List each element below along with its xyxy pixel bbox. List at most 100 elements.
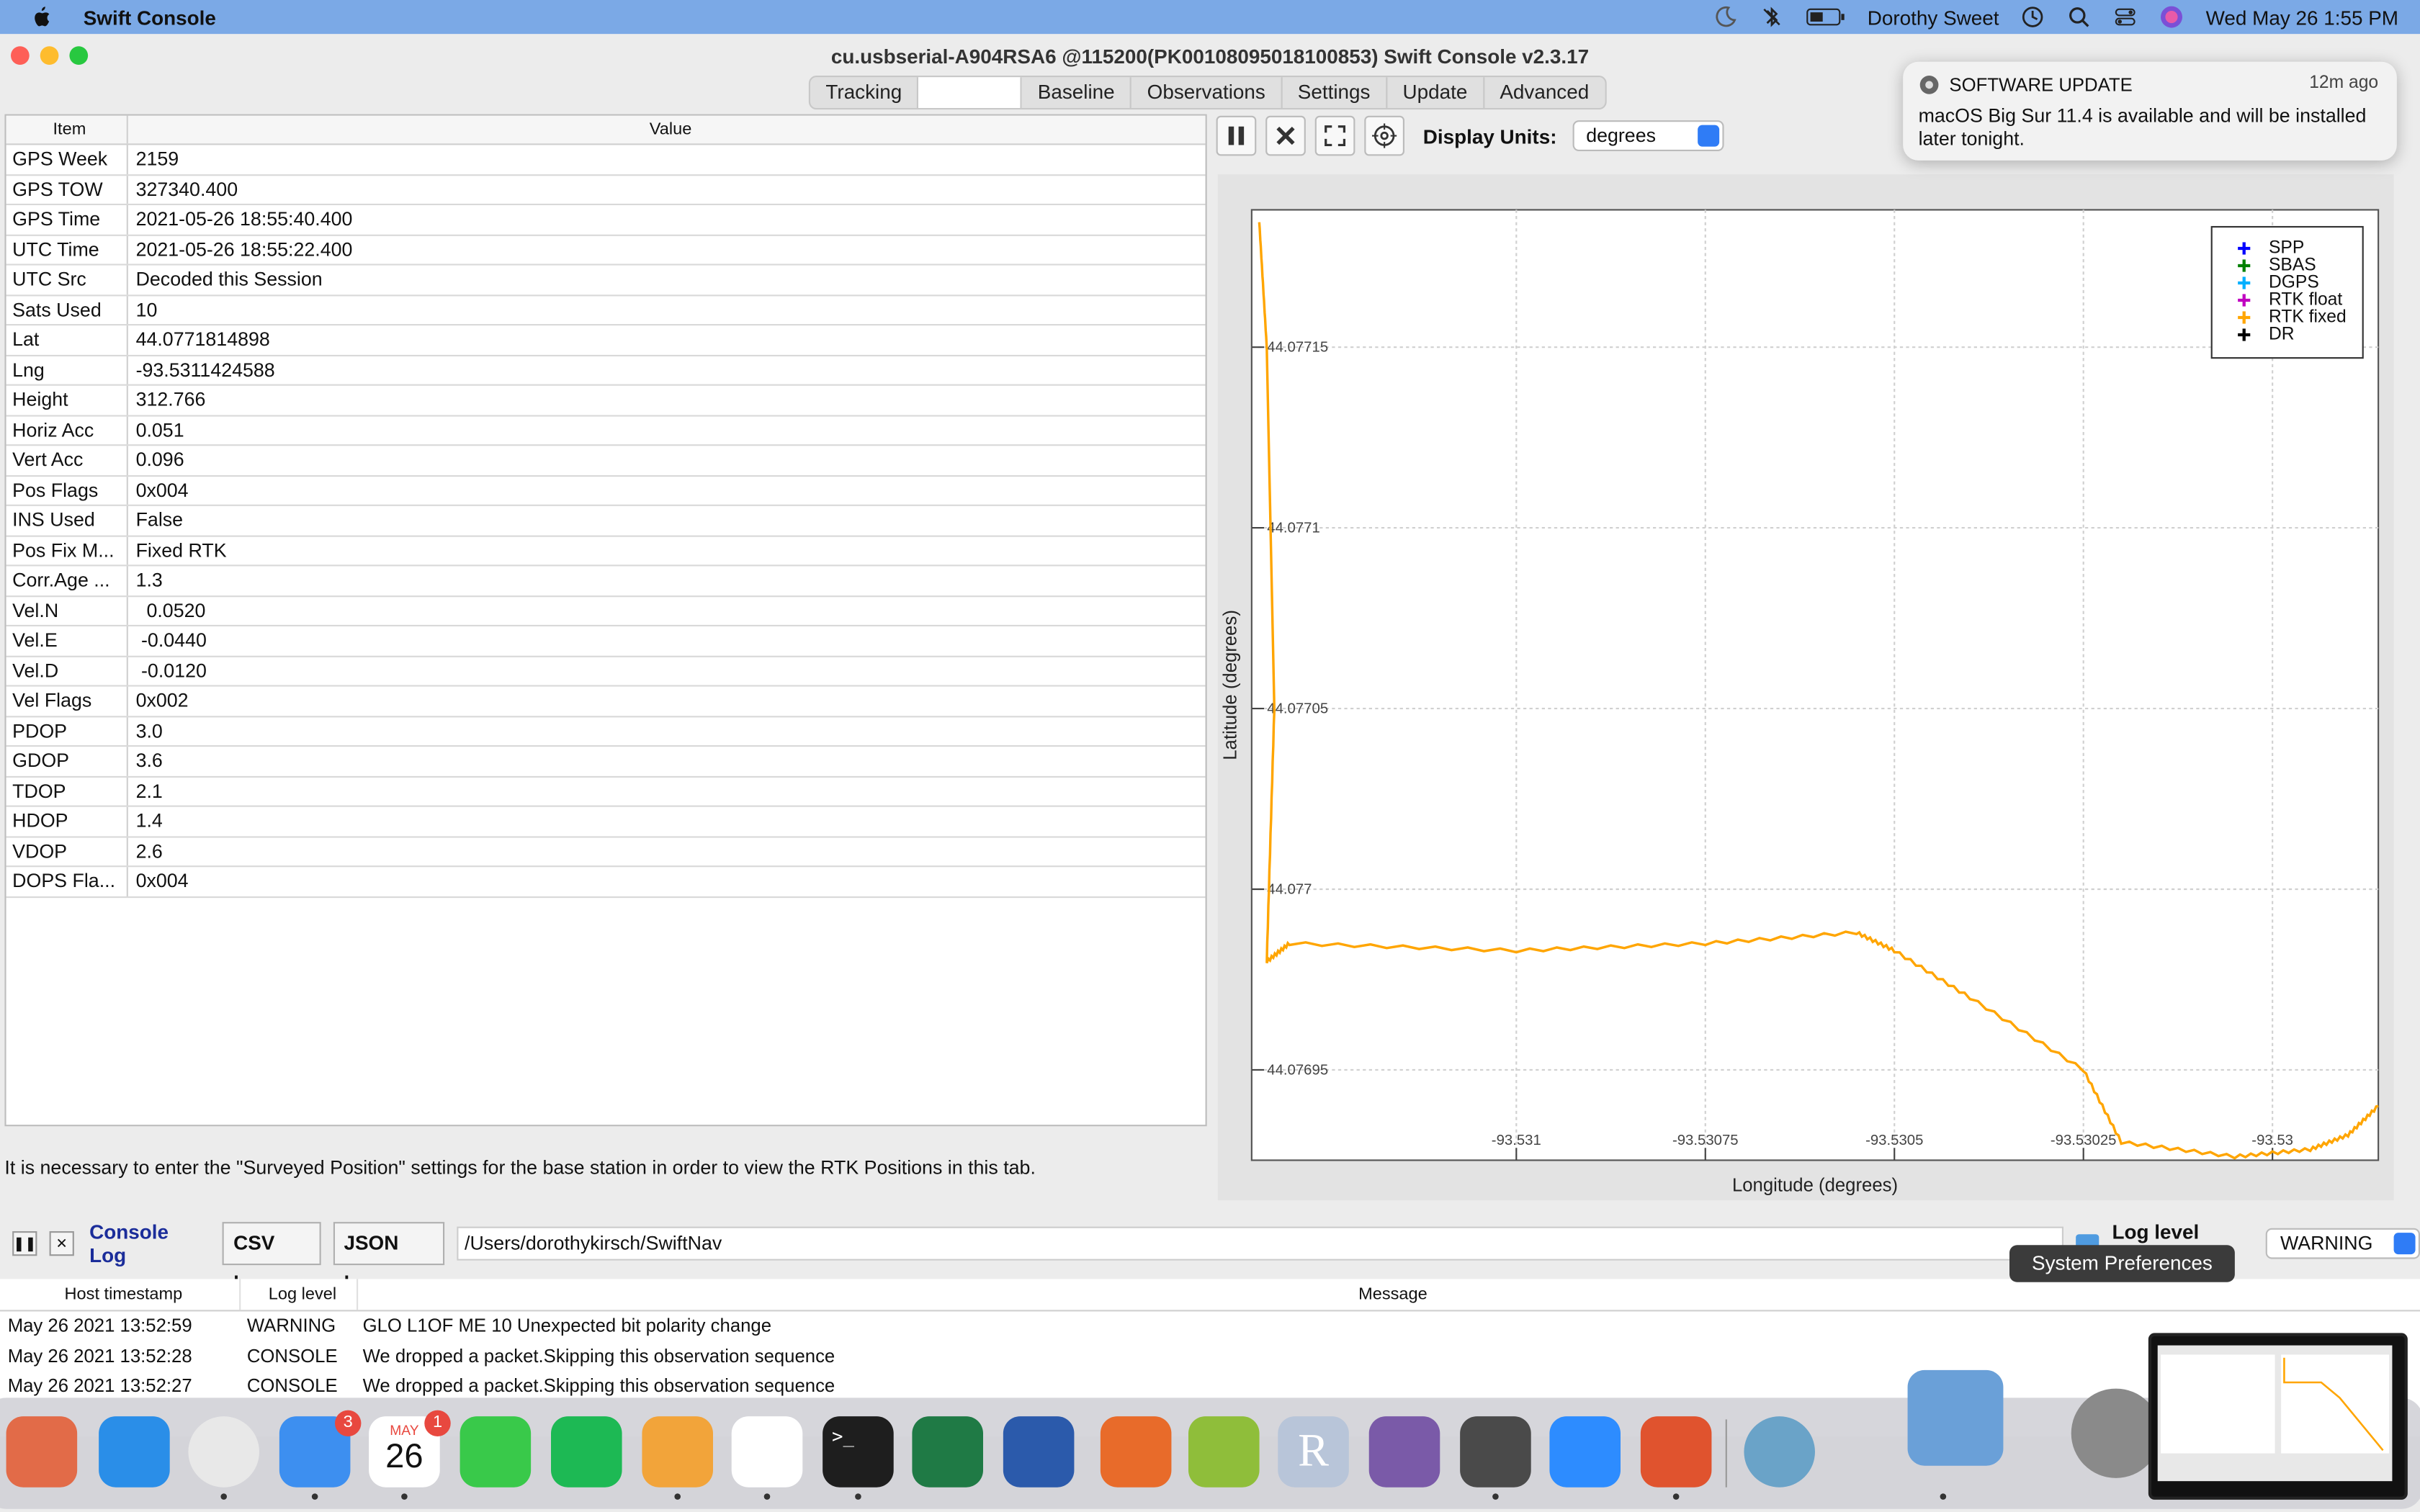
table-row[interactable]: Vert Acc 0.096 xyxy=(6,446,1206,477)
x-tick-label: -93.53025 xyxy=(2051,1133,2117,1148)
sublime-dock-icon[interactable] xyxy=(1460,1416,1531,1488)
tab-solution-selected[interactable] xyxy=(918,77,1023,108)
solution-table[interactable]: Item Value GPS Week 2159 GPS TOW 327340.400… xyxy=(4,114,1207,1127)
table-row[interactable]: Sats Used 10 xyxy=(6,295,1206,326)
log-path-input[interactable]: /Users/dorothykirsch/SwiftNav xyxy=(457,1226,2063,1261)
row-value: False xyxy=(135,509,184,531)
table-row[interactable]: INS Used False xyxy=(6,505,1206,536)
table-row[interactable]: VDOP 2.6 xyxy=(6,837,1206,868)
header-log-level[interactable]: Log level xyxy=(241,1279,359,1310)
table-row[interactable]: Vel.E -0.0440 xyxy=(6,626,1206,657)
spotify-dock-icon[interactable] xyxy=(551,1416,622,1488)
zoom-window-button[interactable] xyxy=(69,46,89,65)
r-dock-icon[interactable]: R xyxy=(1278,1416,1349,1488)
table-row[interactable]: TDOP 2.1 xyxy=(6,776,1206,807)
log-row[interactable]: May 26 2021 13:52:59 WARNING GLO L1OF ME 1… xyxy=(0,1311,2420,1341)
table-row[interactable]: PDOP 3.0 xyxy=(6,716,1206,747)
tab-baseline[interactable]: Baseline xyxy=(1022,77,1132,108)
table-row[interactable]: Corr.Age ... 1.3 xyxy=(6,566,1206,597)
log-clear-button[interactable]: ✕ xyxy=(49,1231,74,1256)
vpn-dock-icon[interactable] xyxy=(1744,1416,1815,1488)
tab-settings[interactable]: Settings xyxy=(1282,77,1388,108)
bluetooth-off-icon[interactable] xyxy=(1760,4,1784,29)
do-not-disturb-icon[interactable] xyxy=(1713,4,1738,29)
log-level-select[interactable]: WARNING xyxy=(2266,1228,2420,1259)
app-menu-name[interactable]: Swift Console xyxy=(83,5,216,29)
log-pause-button[interactable]: ❚❚ xyxy=(12,1231,37,1256)
window-thumbnail[interactable] xyxy=(2148,1333,2408,1500)
excel-dock-icon[interactable] xyxy=(912,1416,983,1488)
spotlight-search-icon[interactable] xyxy=(2067,4,2092,29)
table-row[interactable]: HDOP 1.4 xyxy=(6,806,1206,837)
preview-dock-icon[interactable] xyxy=(1907,1369,2004,1466)
table-row[interactable]: Horiz Acc 0.051 xyxy=(6,415,1206,446)
row-item: GPS TOW xyxy=(6,175,128,204)
table-row[interactable]: Height 312.766 xyxy=(6,385,1206,416)
table-row[interactable]: GDOP 3.6 xyxy=(6,747,1206,777)
github-dock-icon[interactable] xyxy=(1368,1416,1440,1488)
zoom-to-fit-button[interactable] xyxy=(1314,115,1355,156)
table-row[interactable]: UTC Time 2021-05-26 18:55:22.400 xyxy=(6,235,1206,266)
swift-console-dock-icon[interactable] xyxy=(642,1416,713,1488)
slack-dock-icon[interactable] xyxy=(731,1416,803,1488)
pause-button[interactable] xyxy=(1216,115,1257,156)
row-value: -0.0440 xyxy=(135,629,207,652)
minimize-window-button[interactable] xyxy=(40,46,59,65)
header-item[interactable]: Item xyxy=(6,115,128,144)
table-row[interactable]: DOPS Fla... 0x004 xyxy=(6,867,1206,898)
battery-icon[interactable] xyxy=(1806,4,1846,29)
csv-log-button[interactable]: CSV log xyxy=(223,1222,321,1295)
tab-update[interactable]: Update xyxy=(1387,77,1484,108)
center-on-position-button[interactable] xyxy=(1364,115,1404,156)
table-row[interactable]: Vel.N 0.0520 xyxy=(6,596,1206,626)
table-row[interactable]: Lat 44.0771814898 xyxy=(6,325,1206,356)
position-plot-svg[interactable]: -93.531 -93.53075 -93.5305 -93.53025 -93.53 … xyxy=(1218,174,2394,1200)
user-name[interactable]: Dorothy Sweet xyxy=(1867,5,1999,29)
clear-button[interactable] xyxy=(1265,115,1306,156)
terminal-dock-icon[interactable]: >_ xyxy=(823,1416,894,1488)
y-ticks: 44.07695 44.077 44.07705 44.0771 44.07715 xyxy=(1251,340,1328,1078)
table-row[interactable]: Vel Flags 0x002 xyxy=(6,686,1206,717)
tab-observations[interactable]: Observations xyxy=(1131,77,1283,108)
json-log-button[interactable]: JSON log xyxy=(333,1222,445,1295)
tab-tracking[interactable]: Tracking xyxy=(810,77,919,108)
header-host-timestamp[interactable]: Host timestamp xyxy=(0,1279,241,1310)
table-row[interactable]: GPS Week 2159 xyxy=(6,145,1206,176)
zoom-dock-icon[interactable] xyxy=(1549,1416,1621,1488)
qgis-dock-icon[interactable] xyxy=(1188,1416,1260,1488)
remote-desktop-dock-icon[interactable] xyxy=(1640,1416,1712,1488)
word-dock-icon[interactable] xyxy=(1003,1416,1075,1488)
time-machine-icon[interactable] xyxy=(2021,4,2045,29)
safari-dock-icon[interactable] xyxy=(99,1416,170,1488)
clock[interactable]: Wed May 26 1:55 PM xyxy=(2205,5,2398,29)
control-center-icon[interactable] xyxy=(2113,4,2138,29)
header-message[interactable]: Message xyxy=(1358,1285,1428,1304)
siri-icon[interactable] xyxy=(2159,4,2184,29)
log-row[interactable]: May 26 2021 13:52:27 CONSOLE We dropped a … xyxy=(0,1372,2420,1402)
table-row[interactable]: GPS Time 2021-05-26 18:55:40.400 xyxy=(6,205,1206,235)
close-window-button[interactable] xyxy=(11,46,30,65)
tab-advanced[interactable]: Advanced xyxy=(1500,80,1590,104)
messages-dock-icon[interactable] xyxy=(460,1416,532,1488)
apple-icon[interactable] xyxy=(31,6,53,28)
table-row[interactable]: Pos Fix M... Fixed RTK xyxy=(6,536,1206,567)
row-item: Horiz Acc xyxy=(6,415,128,445)
matlab-dock-icon[interactable] xyxy=(1100,1416,1172,1488)
row-value: 10 xyxy=(135,298,158,320)
log-row[interactable]: May 26 2021 13:52:28 CONSOLE We dropped a … xyxy=(0,1341,2420,1372)
table-row[interactable]: Pos Flags 0x004 xyxy=(6,476,1206,506)
table-row[interactable]: UTC Src Decoded this Session xyxy=(6,265,1206,296)
position-plot[interactable]: -93.531 -93.53075 -93.5305 -93.53025 -93.53 … xyxy=(1217,174,2394,1201)
chrome-dock-icon[interactable] xyxy=(188,1416,259,1488)
table-row[interactable]: Vel.D -0.0120 xyxy=(6,656,1206,687)
row-value: 0x004 xyxy=(135,479,189,501)
table-row[interactable]: GPS TOW 327340.400 xyxy=(6,175,1206,205)
system-preferences-dock-icon[interactable] xyxy=(2071,1388,2161,1478)
header-value[interactable]: Value xyxy=(649,120,692,139)
software-update-notification[interactable]: SOFTWARE UPDATE 12m ago macOS Big Sur 11… xyxy=(1903,61,2397,161)
table-row[interactable]: Lng -93.5311424588 xyxy=(6,355,1206,386)
row-value: 2021-05-26 18:55:40.400 xyxy=(135,208,353,230)
x-tick-label: -93.53 xyxy=(2251,1133,2293,1148)
launchpad-dock-icon[interactable] xyxy=(6,1416,78,1488)
display-units-select[interactable]: degrees xyxy=(1572,120,1724,151)
